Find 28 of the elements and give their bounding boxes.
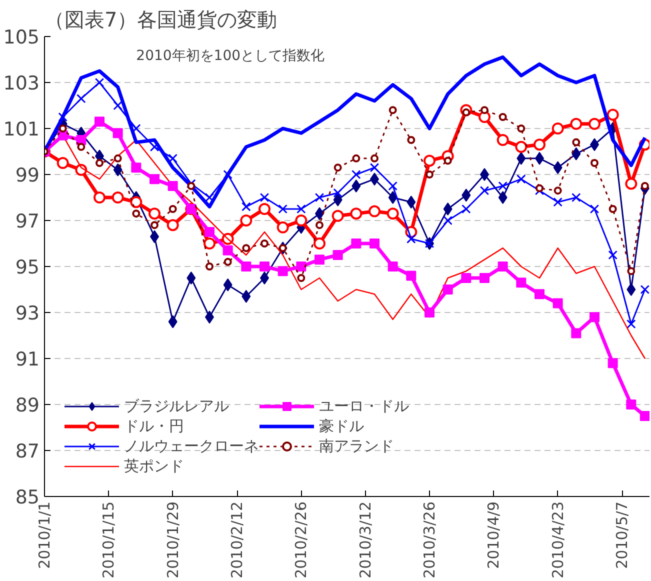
legend-label: ノルウェークローネ (124, 436, 259, 456)
legend-label: 南アランド (319, 436, 394, 456)
y-tick-label: 105 (3, 26, 40, 48)
x-tick-label: 2010/4/23 (548, 501, 567, 578)
y-tick-label: 97 (15, 210, 40, 232)
y-tick-label: 101 (3, 118, 40, 140)
x-tick-label: 2010/3/26 (420, 501, 438, 578)
y-tick-label: 87 (15, 440, 40, 462)
legend-label: ドル・円 (124, 416, 184, 436)
y-tick-label: 93 (15, 302, 40, 324)
x-tick-label: 2010/2/12 (228, 501, 246, 578)
legend-label: 豪ドル (319, 416, 364, 436)
y-tick-label: 103 (3, 72, 40, 94)
x-tick-label: 2010/4/9 (484, 501, 503, 569)
annotation: 2010年初を100として指数化 (136, 48, 325, 64)
y-tick-label: 89 (15, 394, 40, 416)
legend-label: ブラジルレアル (124, 396, 229, 416)
chart-title: （図表7）各国通貨の変動 (44, 8, 278, 32)
x-tick-label: 2010/1/29 (164, 501, 182, 578)
legend-label: 英ポンド (124, 456, 184, 476)
y-tick-label: 95 (15, 256, 40, 278)
x-tick-label: 2010/3/12 (356, 501, 374, 578)
y-tick-label: 99 (15, 164, 40, 186)
x-tick-label: 2010/1/15 (100, 501, 118, 578)
x-tick-label: 2010/2/26 (292, 501, 310, 578)
x-tick-label: 2010/5/7 (613, 501, 631, 569)
legend-label: ユーロ・ドル (319, 396, 409, 416)
y-tick-label: 91 (15, 348, 40, 370)
